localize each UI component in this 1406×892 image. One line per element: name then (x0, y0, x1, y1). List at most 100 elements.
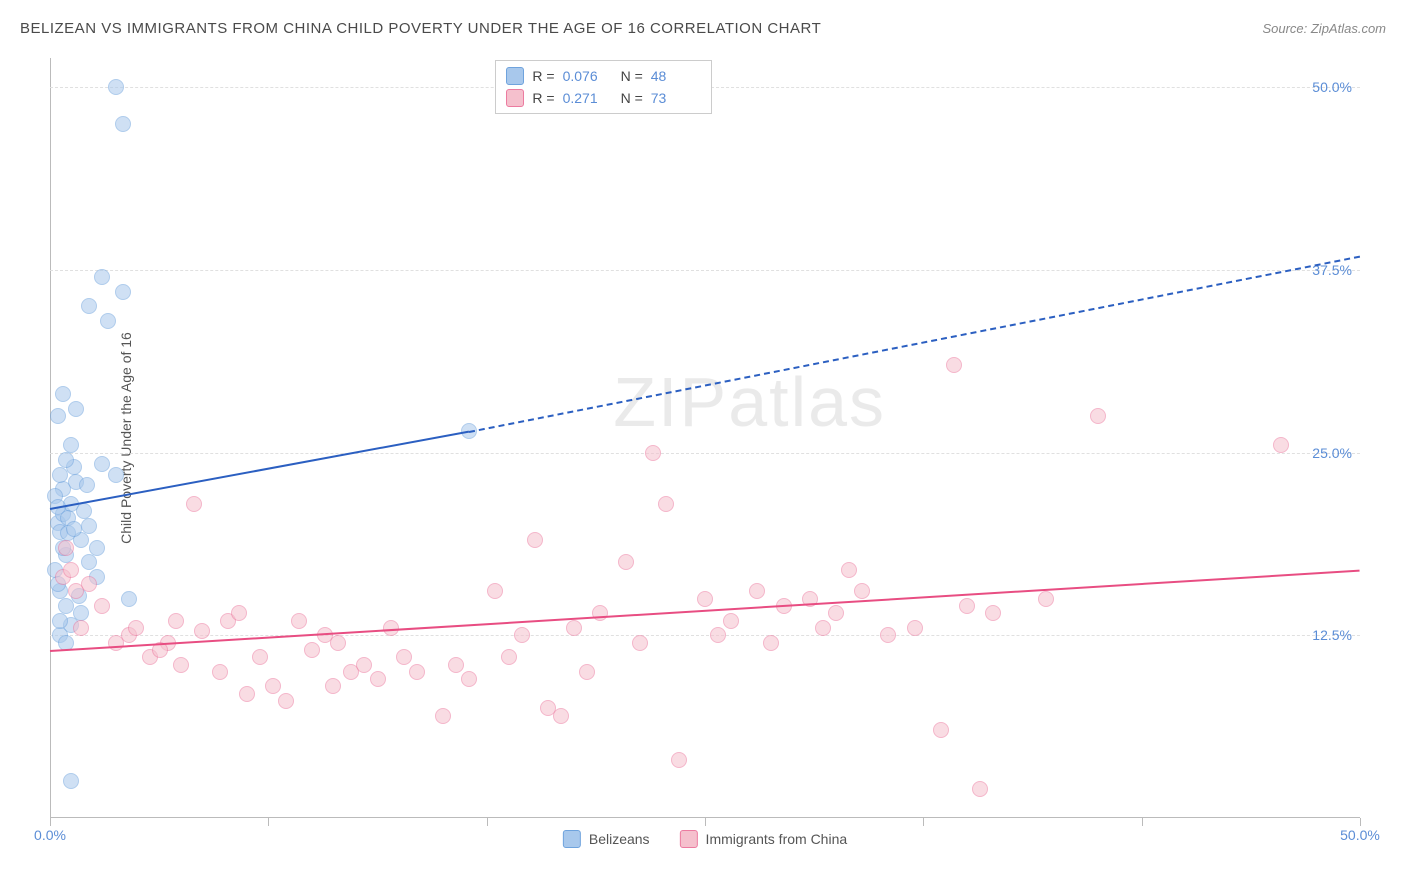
data-point (194, 623, 210, 639)
data-point (396, 649, 412, 665)
data-point (435, 708, 451, 724)
data-point (58, 452, 74, 468)
data-point (76, 503, 92, 519)
gridline (50, 635, 1360, 636)
trend-line (50, 570, 1360, 652)
legend-item: Belizeans (563, 830, 650, 848)
data-point (50, 408, 66, 424)
data-point (108, 79, 124, 95)
data-point (985, 605, 1001, 621)
chart-area: Child Poverty Under the Age of 16 ZIPatl… (50, 58, 1360, 818)
data-point (68, 401, 84, 417)
data-point (231, 605, 247, 621)
data-point (63, 437, 79, 453)
gridline (50, 270, 1360, 271)
x-tick (487, 818, 488, 826)
data-point (168, 613, 184, 629)
data-point (1038, 591, 1054, 607)
data-point (81, 298, 97, 314)
x-tick (50, 818, 51, 826)
data-point (89, 540, 105, 556)
y-axis-line (50, 58, 51, 818)
data-point (828, 605, 844, 621)
data-point (291, 613, 307, 629)
y-tick-label: 12.5% (1312, 627, 1352, 643)
data-point (763, 635, 779, 651)
data-point (933, 722, 949, 738)
data-point (907, 620, 923, 636)
data-point (946, 357, 962, 373)
y-tick-label: 50.0% (1312, 79, 1352, 95)
data-point (959, 598, 975, 614)
chart-title: BELIZEAN VS IMMIGRANTS FROM CHINA CHILD … (20, 20, 821, 37)
x-tick (1142, 818, 1143, 826)
y-tick-label: 25.0% (1312, 445, 1352, 461)
x-tick-label: 50.0% (1340, 827, 1380, 843)
data-point (356, 657, 372, 673)
source-label: Source: ZipAtlas.com (1262, 21, 1386, 36)
data-point (972, 781, 988, 797)
data-point (1090, 408, 1106, 424)
data-point (723, 613, 739, 629)
data-point (461, 671, 477, 687)
legend-item: Immigrants from China (680, 830, 848, 848)
data-point (632, 635, 648, 651)
data-point (212, 664, 228, 680)
trend-line (469, 255, 1360, 432)
title-bar: BELIZEAN VS IMMIGRANTS FROM CHINA CHILD … (20, 20, 1386, 37)
data-point (265, 678, 281, 694)
data-point (710, 627, 726, 643)
data-point (880, 627, 896, 643)
data-point (66, 521, 82, 537)
data-point (579, 664, 595, 680)
data-point (186, 496, 202, 512)
data-point (645, 445, 661, 461)
data-point (100, 313, 116, 329)
data-point (115, 116, 131, 132)
data-point (108, 467, 124, 483)
data-point (854, 583, 870, 599)
data-point (63, 773, 79, 789)
data-point (121, 591, 137, 607)
legend-swatch (506, 89, 524, 107)
series-legend: Belizeans Immigrants from China (563, 830, 847, 848)
x-tick (1360, 818, 1361, 826)
data-point (239, 686, 255, 702)
r-label: R = (532, 68, 554, 84)
data-point (81, 576, 97, 592)
legend-label: Immigrants from China (706, 831, 848, 847)
r-label: R = (532, 90, 554, 106)
data-point (749, 583, 765, 599)
data-point (252, 649, 268, 665)
data-point (592, 605, 608, 621)
x-tick (705, 818, 706, 826)
gridline (50, 453, 1360, 454)
scatter-plot: ZIPatlas 12.5%25.0%37.5%50.0%0.0%50.0%R … (50, 58, 1360, 818)
data-point (52, 467, 68, 483)
legend-swatch (506, 67, 524, 85)
data-point (330, 635, 346, 651)
data-point (278, 693, 294, 709)
data-point (94, 598, 110, 614)
x-tick (923, 818, 924, 826)
data-point (73, 620, 89, 636)
data-point (841, 562, 857, 578)
data-point (658, 496, 674, 512)
legend-row: R =0.076N =48 (506, 65, 700, 87)
data-point (1273, 437, 1289, 453)
legend-label: Belizeans (589, 831, 650, 847)
data-point (566, 620, 582, 636)
data-point (618, 554, 634, 570)
data-point (58, 598, 74, 614)
data-point (94, 269, 110, 285)
data-point (553, 708, 569, 724)
x-tick (268, 818, 269, 826)
data-point (448, 657, 464, 673)
data-point (63, 562, 79, 578)
x-tick-label: 0.0% (34, 827, 66, 843)
legend-row: R =0.271N =73 (506, 87, 700, 109)
legend-swatch (680, 830, 698, 848)
n-label: N = (621, 90, 643, 106)
n-value: 48 (651, 68, 701, 84)
r-value: 0.076 (563, 68, 613, 84)
